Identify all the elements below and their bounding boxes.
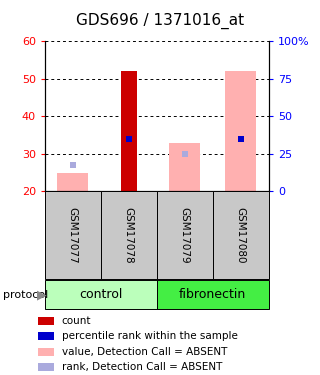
Text: GSM17078: GSM17078 — [124, 207, 134, 264]
Text: GSM17079: GSM17079 — [180, 207, 190, 264]
Text: GSM17077: GSM17077 — [68, 207, 78, 264]
Text: ▶: ▶ — [37, 288, 46, 301]
Text: control: control — [79, 288, 123, 301]
Bar — [121, 71, 137, 191]
Text: percentile rank within the sample: percentile rank within the sample — [62, 331, 238, 341]
Bar — [38, 317, 53, 325]
Bar — [57, 172, 88, 191]
Bar — [157, 280, 269, 309]
Text: protocol: protocol — [3, 290, 48, 300]
Bar — [38, 348, 53, 356]
Bar — [225, 71, 256, 191]
Bar — [38, 332, 53, 340]
Text: rank, Detection Call = ABSENT: rank, Detection Call = ABSENT — [62, 362, 222, 372]
Text: GDS696 / 1371016_at: GDS696 / 1371016_at — [76, 13, 244, 29]
Bar — [45, 280, 157, 309]
Text: value, Detection Call = ABSENT: value, Detection Call = ABSENT — [62, 347, 227, 357]
Bar — [38, 363, 53, 371]
Bar — [45, 191, 101, 279]
Text: GSM17080: GSM17080 — [236, 207, 246, 264]
Bar — [213, 191, 269, 279]
Bar — [169, 142, 200, 191]
Bar — [101, 191, 157, 279]
Text: count: count — [62, 316, 91, 326]
Text: fibronectin: fibronectin — [179, 288, 246, 301]
Bar — [157, 191, 213, 279]
